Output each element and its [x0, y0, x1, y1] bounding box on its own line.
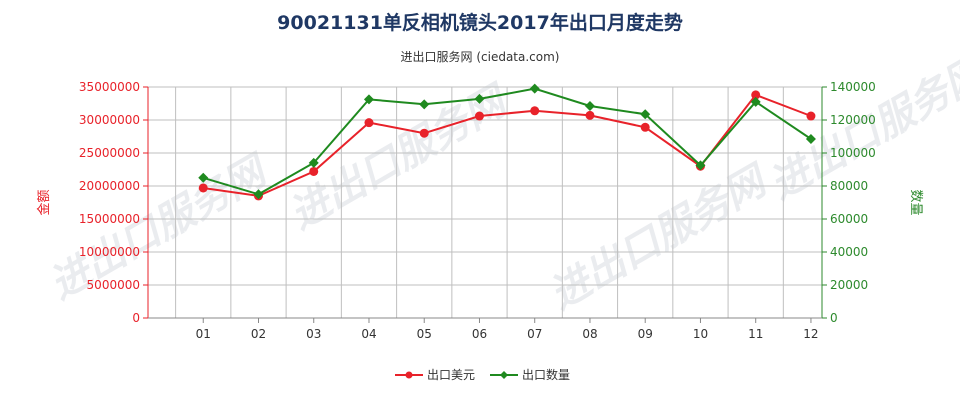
- x-tick-label: 03: [306, 327, 321, 341]
- x-tick-label: 04: [361, 327, 376, 341]
- y-right-tick-label: 100000: [830, 146, 876, 160]
- x-tick-label: 01: [196, 327, 211, 341]
- legend-marker-2: [500, 371, 508, 379]
- series-line-2: [202, 87, 812, 196]
- series-2-point: [198, 172, 209, 183]
- series-2-point: [253, 189, 264, 200]
- y-right-tick-label: 0: [830, 311, 838, 325]
- x-tick-label: 11: [748, 327, 763, 341]
- series-2-point: [695, 160, 706, 171]
- series-1-point: [198, 183, 208, 193]
- y-left-tick-label: 30000000: [79, 113, 140, 127]
- chart-title: 90021131单反相机镜头2017年出口月度走势: [277, 12, 683, 34]
- series-1-point: [474, 111, 484, 121]
- y-right-tick-label: 40000: [830, 245, 868, 259]
- y-left-tick-label: 20000000: [79, 179, 140, 193]
- series-1-point: [640, 122, 650, 132]
- legend-marker-1: [405, 371, 413, 379]
- y-left-tick-label: 35000000: [79, 80, 140, 94]
- y-left-axis-title: 金额: [36, 189, 52, 215]
- x-tick-label: 12: [803, 327, 818, 341]
- chart-subtitle: 进出口服务网 (ciedata.com): [400, 50, 560, 64]
- y-left-tick-label: 25000000: [79, 146, 140, 160]
- series-2-point: [640, 109, 651, 120]
- legend-label-1: 出口美元: [427, 368, 475, 382]
- series-2-point: [308, 157, 319, 168]
- series-1-point: [585, 110, 595, 120]
- y-right-tick-label: 140000: [830, 80, 876, 94]
- x-tick-label: 10: [693, 327, 708, 341]
- series-1-point: [806, 111, 816, 121]
- y-left-tick-label: 10000000: [79, 245, 140, 259]
- x-tick-label: 02: [251, 327, 266, 341]
- series-1-point: [751, 90, 761, 100]
- y-right-axis-title: 数量: [908, 189, 923, 215]
- series-2-point: [474, 93, 485, 104]
- watermark-2: 进出口服务网: [542, 156, 778, 319]
- y-left-tick-label: 15000000: [79, 212, 140, 226]
- series-1-point: [309, 166, 319, 176]
- y-right-tick-label: 60000: [830, 212, 868, 226]
- y-right-tick-label: 120000: [830, 113, 876, 127]
- series-2-point: [363, 94, 374, 105]
- series-2-point: [419, 99, 430, 110]
- legend-label-2: 出口数量: [522, 367, 570, 382]
- x-tick-label: 05: [417, 327, 432, 341]
- series-2-point: [750, 96, 761, 107]
- y-right-tick-label: 80000: [830, 179, 868, 193]
- x-tick-label: 09: [638, 327, 653, 341]
- series-2-point: [805, 133, 816, 144]
- series-1-point: [530, 106, 540, 116]
- x-tick-label: 07: [527, 327, 542, 341]
- series-2-point: [584, 100, 595, 111]
- y-left-tick-label: 0: [132, 311, 140, 325]
- y-right-tick-label: 20000: [830, 278, 868, 292]
- x-tick-label: 08: [582, 327, 597, 341]
- series-1-point: [419, 128, 429, 138]
- series-2-point: [529, 83, 540, 94]
- y-left-tick-label: 5000000: [87, 278, 140, 292]
- x-tick-label: 06: [472, 327, 487, 341]
- watermark-0: 进出口服务网: [42, 146, 278, 309]
- series-1-point: [364, 118, 374, 128]
